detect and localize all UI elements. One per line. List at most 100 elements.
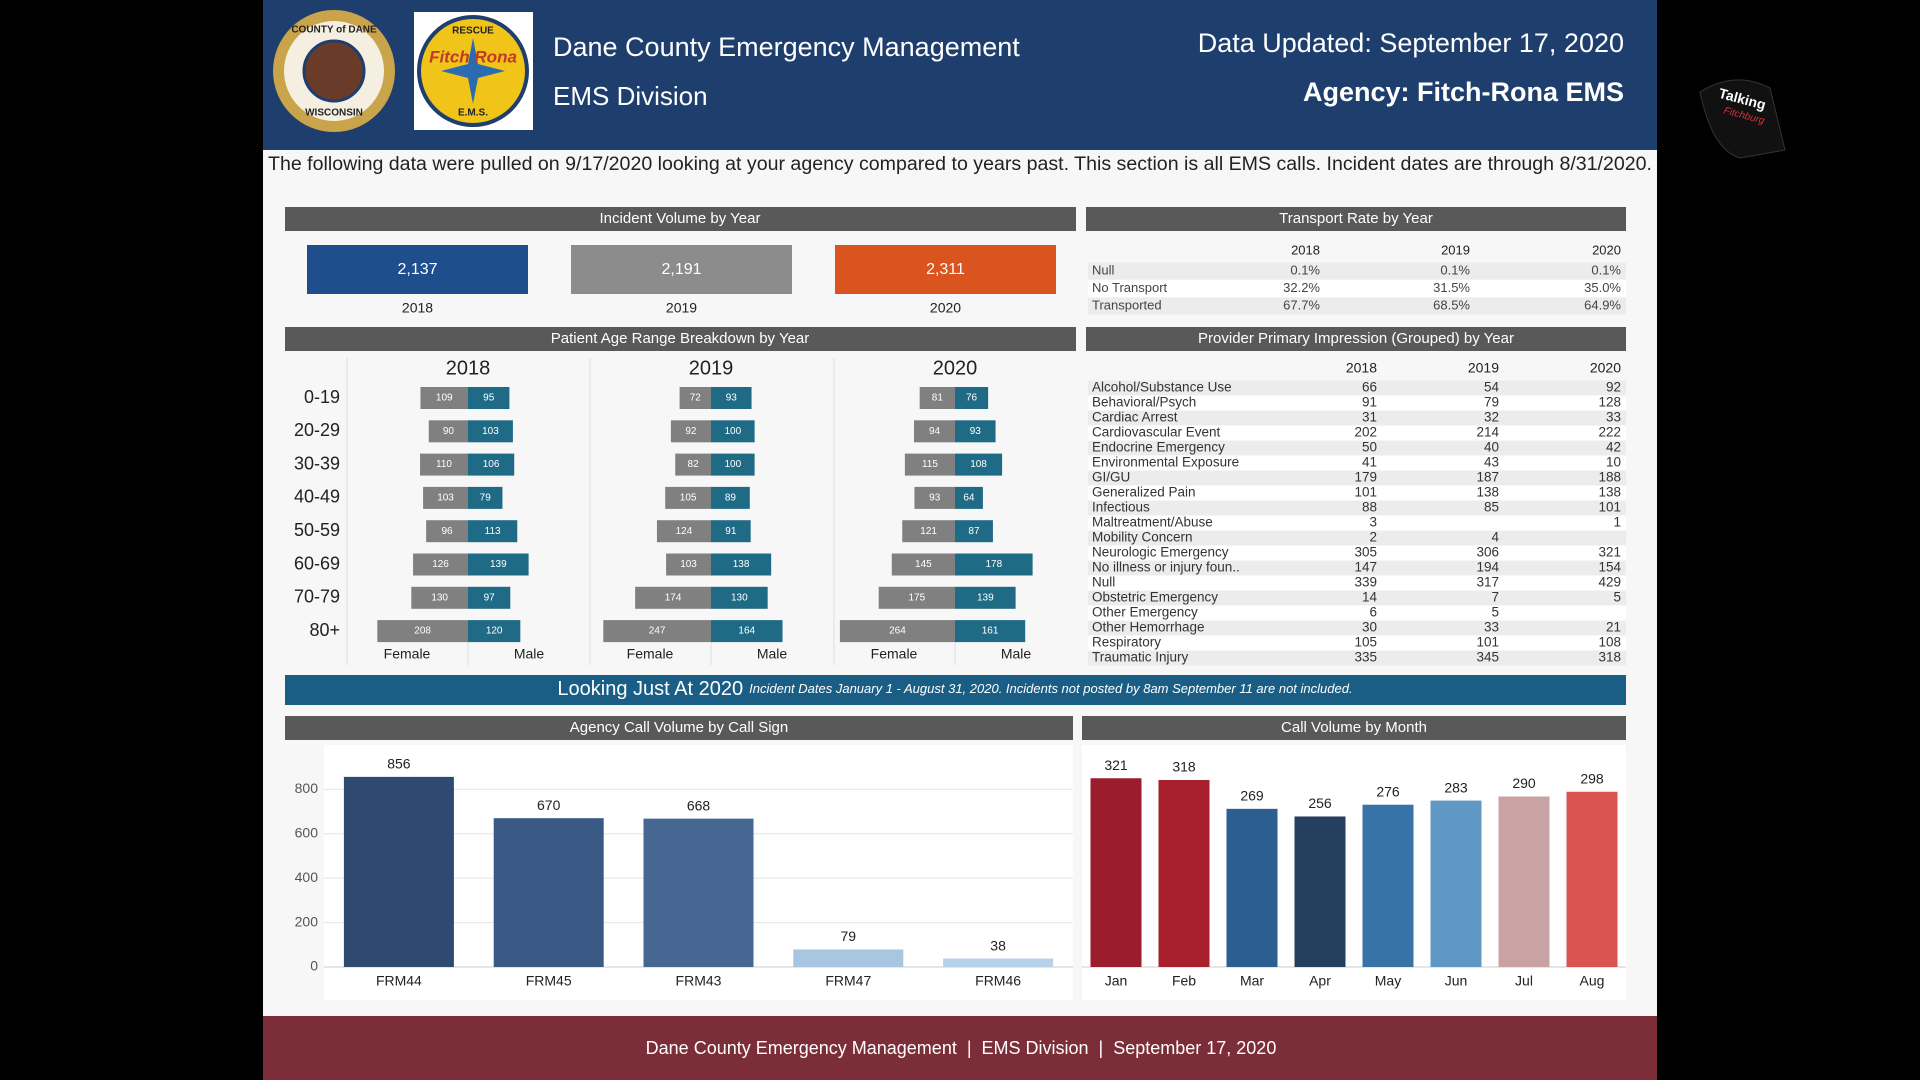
bar — [1362, 804, 1414, 967]
section-title: Provider Primary Impression (Grouped) by… — [1198, 330, 1514, 347]
bar-label: 109 — [436, 393, 453, 404]
table-row — [1088, 470, 1626, 486]
bar-label: 121 — [920, 526, 937, 537]
bar-label: 120 — [486, 626, 503, 637]
volume-card — [307, 245, 528, 294]
agency-name: Agency: Fitch-Rona EMS — [1303, 77, 1624, 107]
bar-label: 175 — [909, 592, 926, 603]
table-cell: 33 — [1606, 410, 1621, 425]
bar-label: 124 — [676, 526, 693, 537]
table-cell: 67.7% — [1283, 297, 1320, 312]
table-cell: Mobility Concern — [1092, 530, 1193, 545]
sex-label: Male — [1001, 646, 1032, 662]
female-bar — [665, 486, 711, 509]
x-tick-label: FRM46 — [975, 973, 1021, 989]
table-cell: 85 — [1484, 500, 1499, 515]
table-cell: 50 — [1362, 440, 1377, 455]
bar-label: 103 — [437, 493, 454, 504]
x-tick-label: Mar — [1240, 973, 1264, 989]
table-cell: Infectious — [1092, 500, 1150, 515]
bar-label: 90 — [443, 426, 455, 437]
x-tick-label: Aug — [1580, 973, 1605, 989]
bar — [1226, 808, 1278, 967]
table-cell: 187 — [1476, 470, 1499, 485]
bar-label: 174 — [665, 592, 682, 603]
table-row — [1088, 425, 1626, 441]
table-cell: Environmental Exposure — [1092, 455, 1239, 470]
header-subtitle: EMS Division — [553, 81, 708, 111]
county-seal — [302, 39, 366, 103]
sex-label: Female — [627, 646, 674, 662]
x-tick-label: FRM45 — [526, 973, 572, 989]
banner — [285, 675, 1626, 705]
table-cell: Behavioral/Psych — [1092, 395, 1196, 410]
table-row — [1088, 297, 1626, 315]
volume-value: 2,191 — [661, 261, 701, 278]
female-bar — [670, 420, 711, 443]
table-header: 2019 — [1468, 360, 1499, 376]
bar — [943, 958, 1054, 967]
bar-label: 247 — [649, 626, 666, 637]
bar-label: 95 — [483, 393, 495, 404]
value-label: 670 — [537, 797, 561, 813]
footer-text: Dane County Emergency Management | EMS D… — [646, 1038, 1277, 1058]
section-header — [285, 327, 1076, 351]
table-cell: 41 — [1362, 455, 1377, 470]
table-cell: 31.5% — [1433, 280, 1470, 295]
table-cell: Alcohol/Substance Use — [1092, 380, 1232, 395]
female-bar — [420, 387, 468, 409]
table-cell: 42 — [1606, 440, 1621, 455]
banner-title: Looking Just At 2020 — [557, 678, 743, 700]
bar-label: 113 — [485, 526, 501, 537]
male-bar — [468, 387, 510, 409]
value-label: 298 — [1580, 770, 1604, 786]
sex-label: Female — [871, 646, 918, 662]
bar-label: 126 — [432, 559, 449, 570]
bar-label: 72 — [690, 393, 702, 404]
value-label: 256 — [1308, 795, 1332, 811]
bar — [793, 949, 904, 967]
female-bar — [679, 387, 711, 409]
bar-label: 108 — [970, 459, 987, 470]
value-label: 38 — [990, 937, 1006, 953]
logo-text: RESCUE — [452, 26, 494, 37]
male-bar — [955, 586, 1016, 609]
female-bar — [411, 586, 468, 609]
table-cell: Cardiac Arrest — [1092, 410, 1178, 425]
bar-label: 91 — [725, 526, 737, 537]
bar — [1090, 778, 1142, 967]
table-cell: 214 — [1476, 425, 1499, 440]
y-tick-label: 0 — [310, 958, 318, 974]
x-tick-label: FRM44 — [376, 973, 422, 989]
male-bar — [468, 453, 515, 476]
table-row — [1088, 515, 1626, 531]
section-header — [285, 207, 1076, 231]
table-row — [1088, 545, 1626, 561]
table-cell: 188 — [1598, 470, 1621, 485]
table-cell: 10 — [1606, 455, 1621, 470]
bar-label: 264 — [889, 626, 906, 637]
table-cell: 79 — [1484, 395, 1499, 410]
table-row — [1088, 380, 1626, 396]
y-tick-label: 800 — [295, 780, 319, 796]
male-bar — [955, 553, 1033, 576]
table-cell: 179 — [1354, 470, 1377, 485]
bar — [1566, 791, 1618, 967]
section-title: Call Volume by Month — [1281, 719, 1427, 736]
male-bar — [955, 486, 983, 509]
sex-label: Female — [384, 646, 431, 662]
male-bar — [711, 453, 755, 476]
table-cell: 0.1% — [1290, 262, 1320, 277]
table-cell: 0.1% — [1440, 262, 1470, 277]
table-cell: 21 — [1606, 620, 1621, 635]
table-cell: 339 — [1354, 575, 1377, 590]
female-bar — [839, 620, 955, 643]
table-cell: Null — [1092, 575, 1115, 590]
bar — [643, 818, 754, 967]
bar — [343, 776, 454, 967]
table-cell: 54 — [1484, 380, 1500, 395]
table-cell: 35.0% — [1584, 280, 1621, 295]
bar-label: 115 — [922, 459, 938, 470]
year-title: 2020 — [933, 357, 978, 379]
table-row — [1088, 635, 1626, 651]
